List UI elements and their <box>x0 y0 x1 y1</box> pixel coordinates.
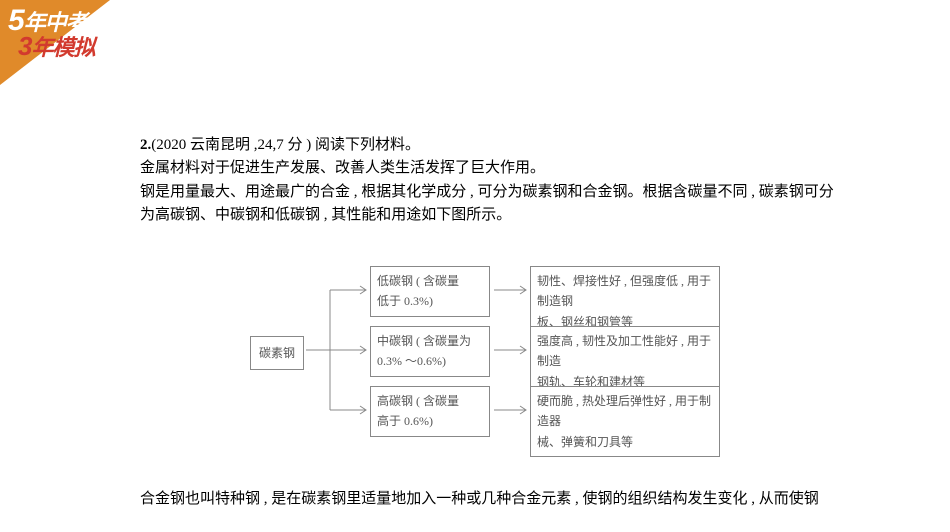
question-header: 2.(2020 云南昆明 ,24,7 分 ) 阅读下列材料。 <box>140 134 840 157</box>
logo-line2: 3年模拟 <box>18 30 94 62</box>
paragraph-1: 金属材料对于促进生产发展、改善人类生活发挥了巨大作用。 <box>140 157 840 180</box>
carbon-steel-diagram: 碳素钢 低碳钢 ( 含碳量 低于 0.3%) 中碳钢 ( 含碳量为 0.3% ～… <box>250 266 770 438</box>
diagram-mid-low-carbon: 低碳钢 ( 含碳量 低于 0.3%) <box>370 266 490 317</box>
paragraph-3: 合金钢也叫特种钢 , 是在碳素钢里适量地加入一种或几种合金元素 , 使钢的组织结… <box>140 488 840 511</box>
paragraph-2: 钢是用量最大、用途最广的合金 , 根据其化学成分 , 可分为碳素钢和合金钢。根据… <box>140 181 840 228</box>
question-body: 2.(2020 云南昆明 ,24,7 分 ) 阅读下列材料。 金属材料对于促进生… <box>140 134 840 227</box>
diagram-root: 碳素钢 <box>250 336 304 370</box>
diagram-desc-high-carbon: 硬而脆 , 热处理后弹性好 , 用于制造器 械、弹簧和刀具等 <box>530 386 720 457</box>
question-source: (2020 云南昆明 ,24,7 分 ) 阅读下列材料。 <box>151 137 420 153</box>
diagram-mid-medium-carbon: 中碳钢 ( 含碳量为 0.3% ～0.6%) <box>370 326 490 377</box>
diagram-mid-high-carbon: 高碳钢 ( 含碳量 高于 0.6%) <box>370 386 490 437</box>
book-series-logo: 5年中考 3年模拟 <box>0 0 140 95</box>
logo-num-3: 3 <box>18 31 31 61</box>
question-number: 2. <box>140 137 151 153</box>
